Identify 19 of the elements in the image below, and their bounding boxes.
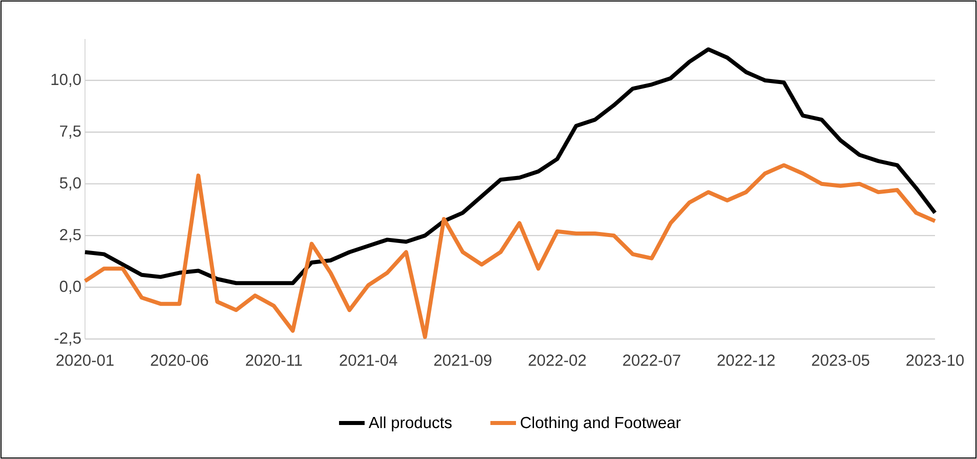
y-tick-label: 2,5 — [60, 228, 81, 242]
y-tick-label: 10,0 — [52, 74, 81, 87]
y-tick-label: 5,0 — [60, 177, 81, 190]
legend-label: Clothing and Footwear — [520, 416, 681, 432]
x-tick-label: 2021-09 — [434, 354, 492, 366]
x-tick-label: 2022-12 — [718, 354, 775, 366]
x-tick-label: 2021-04 — [340, 354, 398, 366]
x-tick-label: 2022-07 — [623, 354, 680, 366]
x-tick-label: 2022-02 — [528, 354, 586, 366]
y-tick-label: 0,0 — [60, 280, 81, 294]
line-series — [83, 163, 938, 339]
x-tick-label: 2023-05 — [812, 354, 870, 366]
x-tick-label: 2020-01 — [56, 354, 114, 366]
y-tick-label: -2,5 — [54, 332, 81, 346]
x-tick-label: 2023-10 — [906, 354, 964, 366]
legend-label: All products — [368, 416, 452, 432]
x-tick-label: 2020-06 — [150, 354, 208, 366]
y-tick-label: 7,5 — [60, 126, 81, 139]
x-tick-label: 2020-11 — [246, 354, 302, 366]
